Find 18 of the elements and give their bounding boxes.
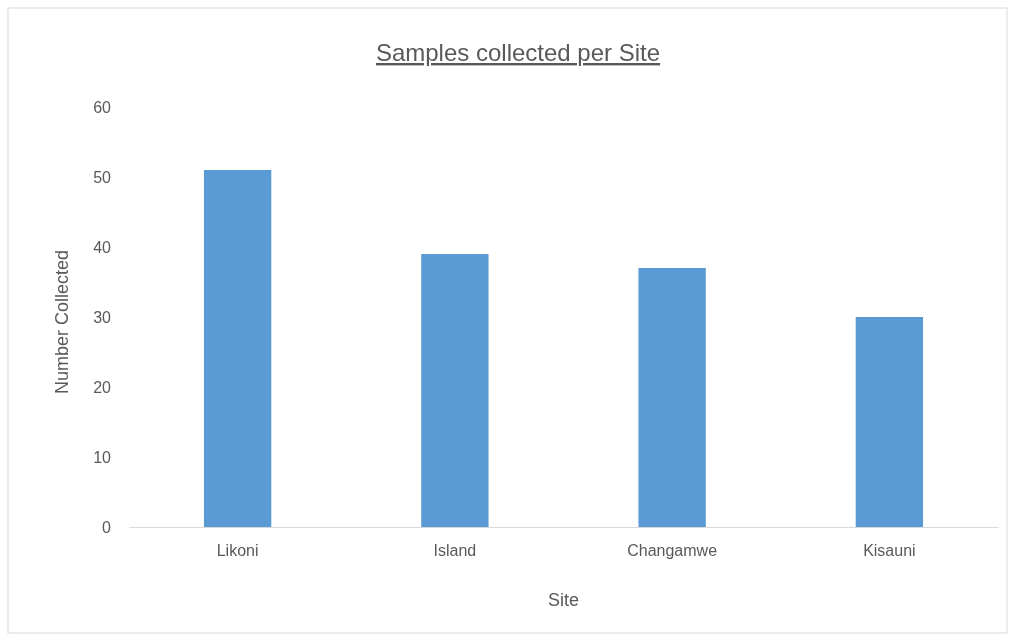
x-axis-title: Site	[547, 590, 580, 610]
y-axis-title: Number Collected	[52, 249, 72, 395]
bar	[203, 170, 272, 527]
y-tick-label: 0	[102, 518, 112, 536]
x-tick-label: Kisauni	[863, 541, 916, 559]
bar	[421, 254, 489, 527]
y-tick-label: 40	[93, 238, 112, 256]
y-tick-label: 50	[93, 168, 112, 186]
bar	[638, 268, 706, 527]
y-tick-label: 20	[93, 378, 112, 396]
y-tick-label: 30	[93, 308, 112, 326]
chart-title: Samples collected per Site	[375, 39, 661, 66]
y-tick-label: 10	[93, 448, 112, 466]
bar	[855, 317, 924, 527]
x-tick-label: Island	[433, 541, 477, 559]
y-tick-label: 60	[93, 98, 112, 116]
x-tick-label: Changamwe	[627, 541, 718, 559]
x-tick-label: Likoni	[216, 541, 259, 559]
